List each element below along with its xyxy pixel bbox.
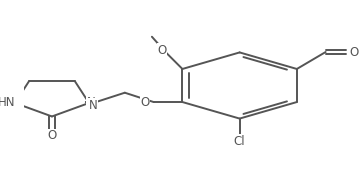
Text: O: O [47, 129, 56, 142]
Text: Cl: Cl [234, 135, 245, 148]
Text: O: O [349, 45, 359, 58]
Text: O: O [158, 44, 167, 57]
Text: N: N [87, 96, 95, 109]
Text: N: N [89, 99, 98, 112]
Text: HN: HN [0, 96, 15, 109]
Text: O: O [141, 96, 150, 109]
